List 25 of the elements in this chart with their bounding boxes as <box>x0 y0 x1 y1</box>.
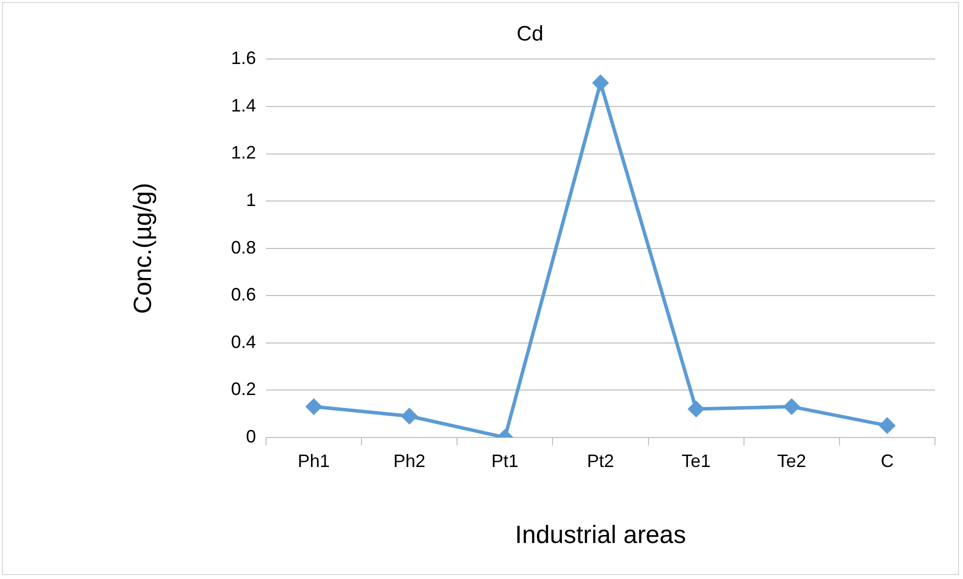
y-axis-title: Conc.(µg/g) <box>128 182 157 314</box>
y-tick-label: 1 <box>246 190 256 210</box>
x-tick-label: Ph2 <box>393 451 426 472</box>
point <box>688 401 704 417</box>
y-tick-label: 1.4 <box>230 95 256 116</box>
point <box>592 75 608 91</box>
x-tick-label: Te2 <box>777 451 806 472</box>
y-tick-label: 1.6 <box>230 48 256 68</box>
x-tick-label: Pt1 <box>491 451 518 472</box>
y-tick-label: 0.4 <box>230 332 256 352</box>
x-tick-label: C <box>880 451 894 472</box>
x-tick-label: Te1 <box>682 451 711 472</box>
x-tick-label: Pt2 <box>586 451 614 472</box>
point <box>306 398 322 414</box>
chart-title: Cd <box>516 22 544 46</box>
x-tick-label: Ph1 <box>298 451 330 472</box>
point <box>402 408 418 424</box>
y-tick-label: 0 <box>246 426 256 446</box>
y-tick-label: 1.2 <box>230 142 256 163</box>
y-tick-label: 0.8 <box>230 237 256 258</box>
y-tick-label: 0.2 <box>230 379 256 400</box>
point <box>784 398 800 414</box>
point <box>879 418 895 434</box>
x-axis-title: Industrial areas <box>515 520 686 549</box>
y-tick-label: 0.6 <box>230 284 256 305</box>
